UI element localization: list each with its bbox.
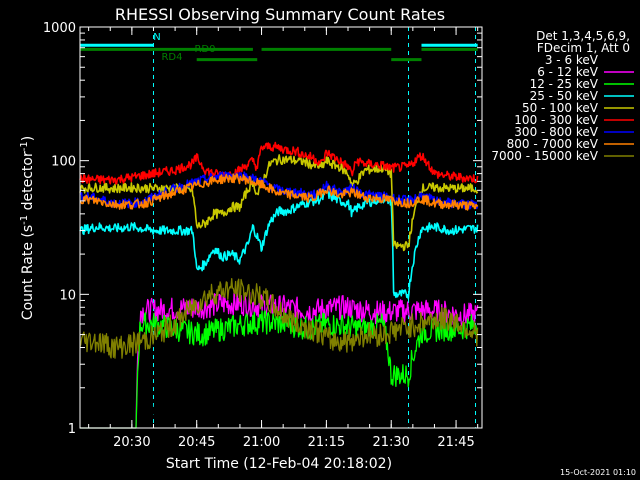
chart-title: RHESSI Observing Summary Count Rates	[115, 5, 445, 24]
legend-label-1: 6 - 12 keV	[537, 65, 599, 79]
y-tick-label-0: 1	[68, 422, 76, 437]
legend-label-8: 7000 - 15000 keV	[491, 149, 598, 163]
x-tick-label-2: 21:00	[243, 435, 280, 450]
legend-label-3: 25 - 50 keV	[530, 89, 599, 103]
legend-label-2: 12 - 25 keV	[530, 77, 599, 91]
x-tick-label-4: 21:30	[372, 435, 409, 450]
timestamp: 15-Oct-2021 01:10	[560, 468, 636, 477]
x-tick-label-3: 21:15	[308, 435, 345, 450]
legend-header-line-1: Det 1,3,4,5,6,9,	[536, 29, 630, 43]
flag-label-2: RD4	[161, 52, 182, 63]
x-axis-label: Start Time (12-Feb-04 20:18:02)	[166, 456, 392, 472]
y-tick-label-2: 100	[51, 155, 76, 170]
series-line-1	[80, 291, 479, 429]
legend-label-6: 300 - 800 keV	[514, 125, 598, 139]
legend-label-7: 800 - 7000 keV	[507, 137, 599, 151]
series-line-8	[79, 277, 479, 359]
y-axis-label: Count Rate (s-1 detector-1)	[19, 136, 36, 320]
series-line-3	[79, 189, 479, 300]
legend-label-4: 50 - 100 keV	[522, 101, 599, 115]
y-tick-label-1: 10	[59, 288, 76, 303]
series-line-7	[79, 173, 479, 211]
plot-layer: N RD0 RD4	[79, 27, 479, 429]
x-tick-label-1: 20:45	[178, 435, 215, 450]
flag-label-1: RD0	[194, 44, 215, 55]
legend-header-line-2: FDecim 1, Att 0	[537, 41, 630, 55]
legend-label-5: 100 - 300 keV	[514, 113, 598, 127]
x-tick-label-5: 21:45	[437, 435, 474, 450]
axis-layer: 20:30 20:45 21:00 21:15 21:30 21:45 1 10 100 1000	[43, 21, 482, 450]
flag-label-0: N	[153, 32, 160, 43]
series-line-4	[79, 154, 479, 252]
y-tick-label-3: 1000	[43, 21, 76, 36]
x-tick-label-0: 20:30	[113, 435, 150, 450]
series-line-5	[79, 141, 479, 185]
legend-label-0: 3 - 6 keV	[545, 53, 599, 67]
plot-frame	[79, 26, 483, 429]
